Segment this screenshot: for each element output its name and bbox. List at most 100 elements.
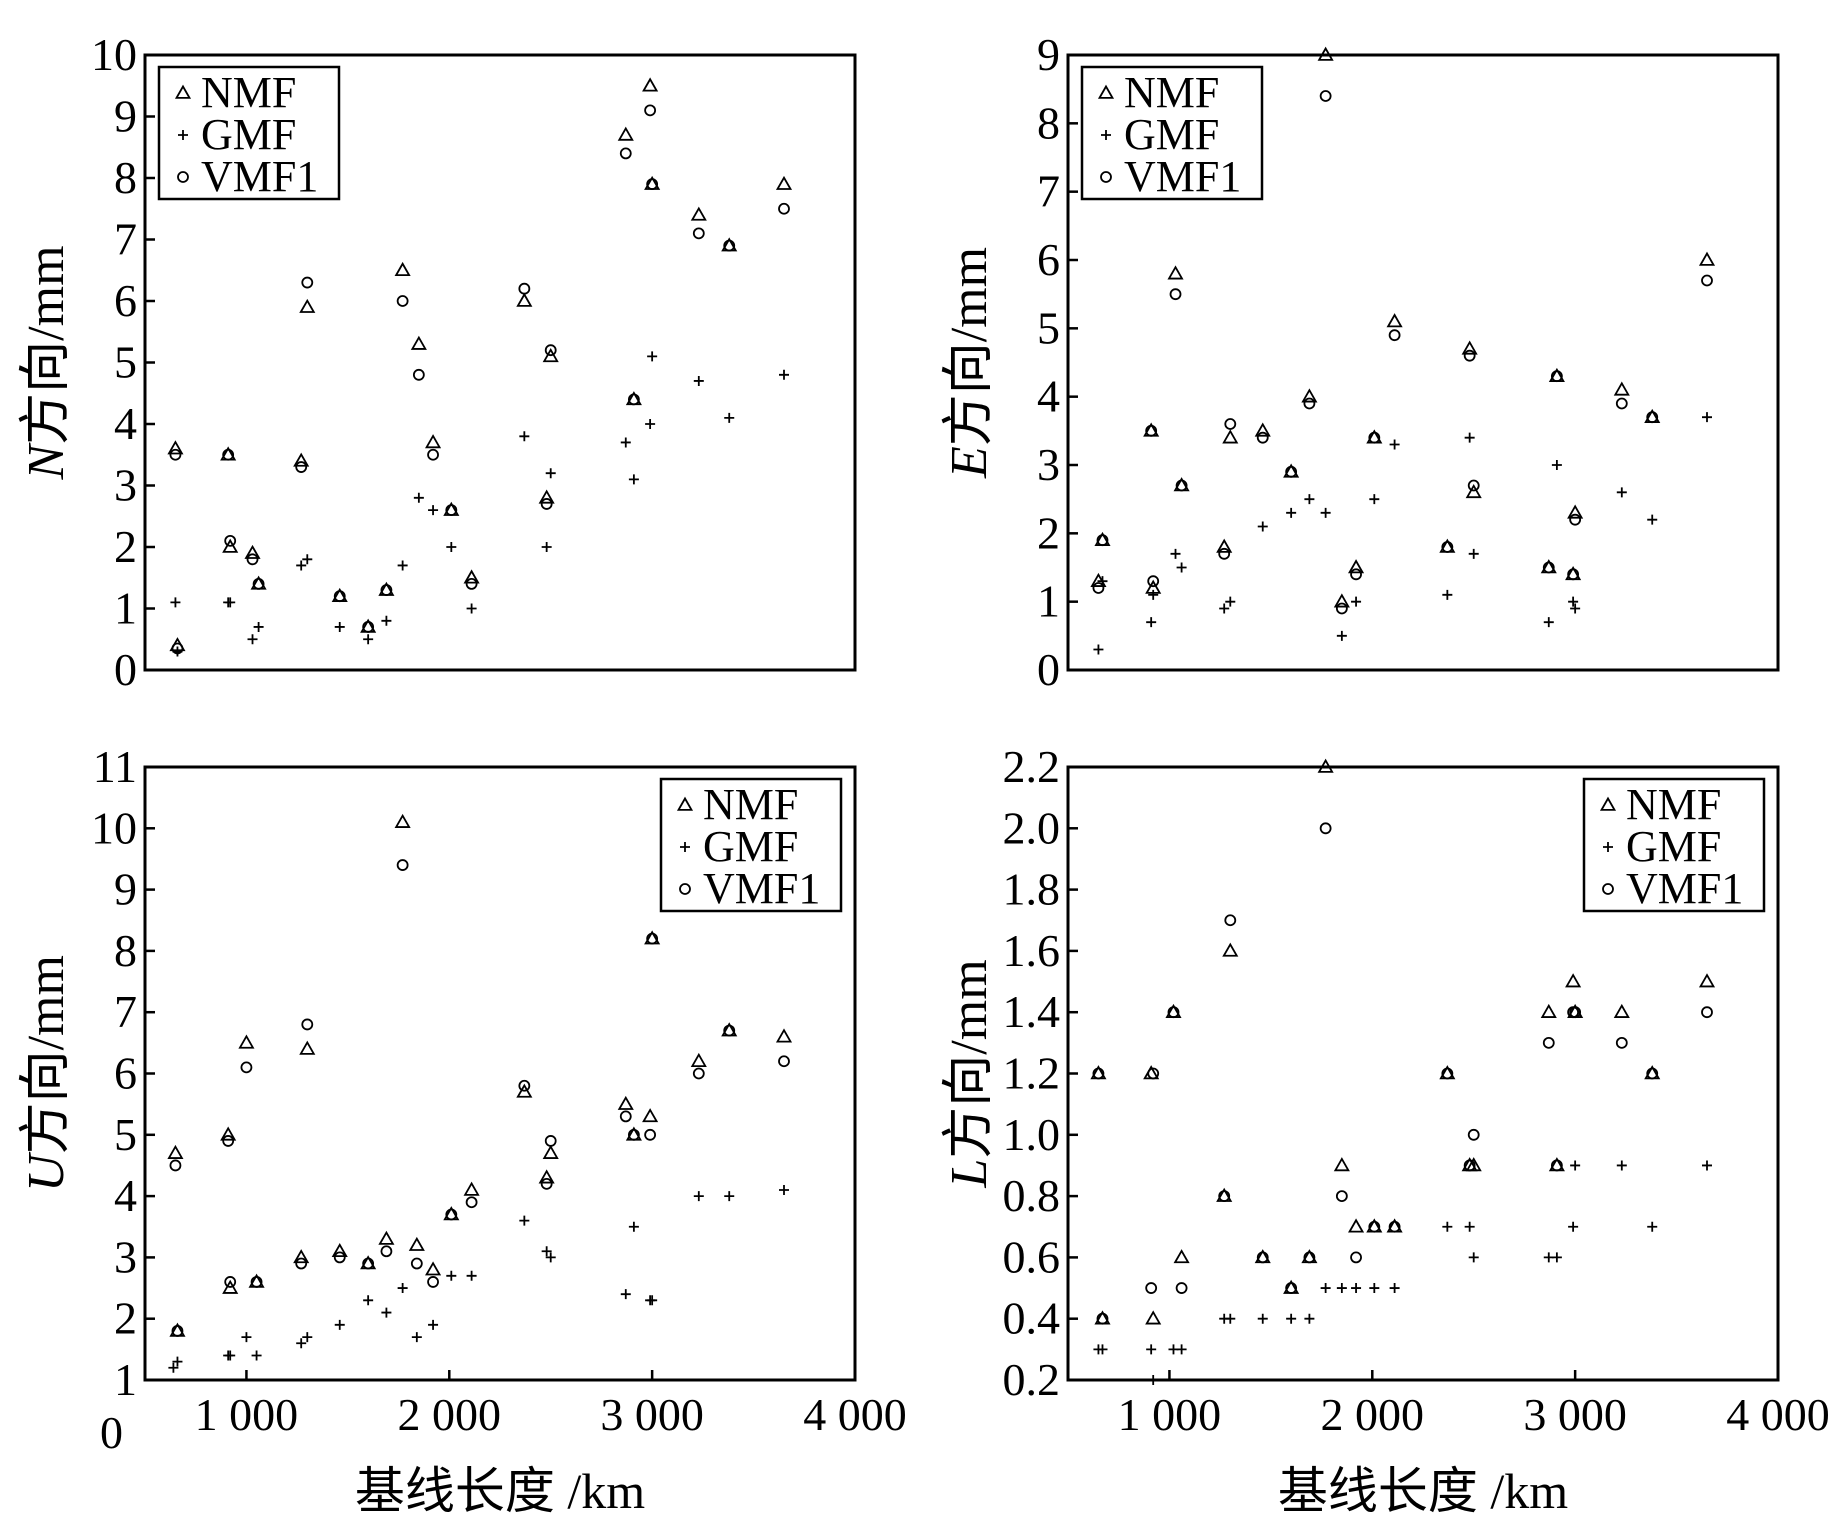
data-point-nmf (222, 538, 239, 553)
y-tick-label: 1.4 (1003, 986, 1061, 1037)
data-point-gmf (413, 492, 424, 503)
data-point-vmf1 (692, 227, 705, 240)
data-point-gmf (172, 1356, 183, 1367)
data-point-vmf1 (1615, 397, 1628, 410)
data-point-vmf1 (380, 584, 393, 596)
data-point-gmf (1464, 1221, 1475, 1232)
data-point-nmf (642, 77, 659, 92)
y-tick-label: 4 (1037, 371, 1060, 422)
data-point-nmf (516, 292, 533, 307)
data-point-gmf (779, 1184, 789, 1195)
data-point-gmf (1570, 1160, 1581, 1171)
plot-frame (1066, 53, 1780, 672)
y-axis-label-unit: 方向/mm (18, 955, 75, 1154)
data-point-vmf1 (1092, 582, 1105, 594)
data-point-vmf1 (333, 1251, 346, 1264)
data-point-nmf (1698, 251, 1716, 266)
data-point-gmf (519, 1215, 530, 1226)
data-point-gmf (541, 1246, 552, 1257)
legend-label-nmf: NMF (1124, 68, 1219, 117)
data-point-gmf (628, 1221, 639, 1232)
data-point-vmf1 (1218, 1190, 1231, 1202)
data-point-vmf1 (1388, 329, 1401, 342)
data-point-gmf (428, 505, 439, 516)
y-tick-label: 6 (114, 1048, 137, 1099)
y-tick-label: 1 (114, 1354, 137, 1405)
data-point-nmf (378, 1230, 395, 1245)
y-tick-label: 3 (1037, 439, 1060, 490)
data-point-nmf (538, 489, 555, 504)
data-point-gmf (296, 1338, 307, 1349)
data-point-gmf (724, 1191, 735, 1202)
y-tick-label: 3 (114, 1231, 137, 1282)
legend-label-vmf1: VMF1 (1626, 864, 1743, 913)
data-point-gmf (1320, 507, 1331, 518)
legend-box (157, 65, 341, 201)
data-point-gmf (1146, 617, 1157, 628)
data-point-gmf (1616, 1160, 1627, 1171)
data-point-nmf (775, 1028, 793, 1043)
data-point-gmf (647, 1295, 658, 1306)
data-point-vmf1 (169, 448, 182, 461)
y-tick-label: 3 (114, 460, 137, 511)
data-point-gmf (251, 1350, 262, 1361)
data-point-nmf (1698, 973, 1716, 988)
data-point-vmf1 (1145, 424, 1158, 437)
data-point-vmf1 (427, 448, 439, 461)
data-point-gmf (1702, 412, 1712, 423)
data-point-nmf (244, 544, 261, 559)
data-point-gmf (1468, 1252, 1479, 1263)
data-point-gmf (1442, 1221, 1453, 1232)
data-point-vmf1 (169, 1159, 182, 1172)
data-point-gmf (545, 1252, 556, 1263)
y-tick-label: 0.6 (1003, 1231, 1061, 1282)
data-point-vmf1 (644, 1128, 657, 1141)
data-point-nmf (293, 1249, 310, 1264)
data-point-vmf1 (1646, 411, 1659, 424)
y-tick-label: 0.2 (1003, 1354, 1061, 1405)
data-point-gmf (1286, 507, 1297, 518)
data-point-vmf1 (222, 1135, 235, 1147)
data-point-vmf1 (465, 1196, 478, 1209)
legend-label-nmf: NMF (201, 68, 296, 117)
data-point-vmf1 (778, 1055, 790, 1068)
y-tick-label: 9 (114, 91, 137, 142)
data-point-gmf (1468, 548, 1479, 559)
data-point-gmf (1702, 1160, 1712, 1171)
data-point-nmf (463, 569, 480, 584)
y-tick-label: 7 (1037, 166, 1060, 217)
data-point-vmf1 (362, 1257, 375, 1270)
data-point-gmf (381, 1307, 392, 1318)
data-point-vmf1 (1701, 1006, 1713, 1019)
data-point-gmf (1543, 617, 1554, 628)
data-point-vmf1 (301, 1018, 314, 1031)
legend-label-vmf1: VMF1 (201, 152, 318, 201)
data-point-nmf (1317, 758, 1334, 773)
y-axis-label: E方向/mm (941, 247, 998, 479)
data-point-gmf (428, 1319, 439, 1330)
data-point-gmf (446, 1270, 457, 1281)
data-point-gmf (1351, 1283, 1362, 1294)
data-point-gmf (1568, 596, 1579, 607)
data-point-nmf (394, 813, 411, 828)
legend-marker-nmf (174, 84, 192, 99)
data-point-gmf (519, 431, 530, 442)
data-point-gmf (1304, 1313, 1315, 1324)
data-point-nmf (1301, 388, 1318, 403)
legend-box (659, 777, 843, 913)
data-point-nmf (1540, 1003, 1557, 1018)
data-point-vmf1 (1167, 1006, 1180, 1019)
legend-box (1582, 777, 1766, 913)
data-point-vmf1 (1646, 1067, 1659, 1080)
data-point-vmf1 (540, 1177, 553, 1190)
data-point-vmf1 (445, 1208, 458, 1221)
y-tick-label: 1 (1037, 576, 1060, 627)
y-tick-label: 6 (1037, 234, 1060, 285)
y-tick-label: 0 (114, 644, 137, 695)
legend-label-gmf: GMF (1124, 110, 1219, 159)
data-point-vmf1 (1256, 1251, 1269, 1264)
data-point-nmf (690, 1052, 707, 1068)
data-point-gmf (466, 603, 477, 614)
legend-marker-gmf (1101, 130, 1111, 140)
